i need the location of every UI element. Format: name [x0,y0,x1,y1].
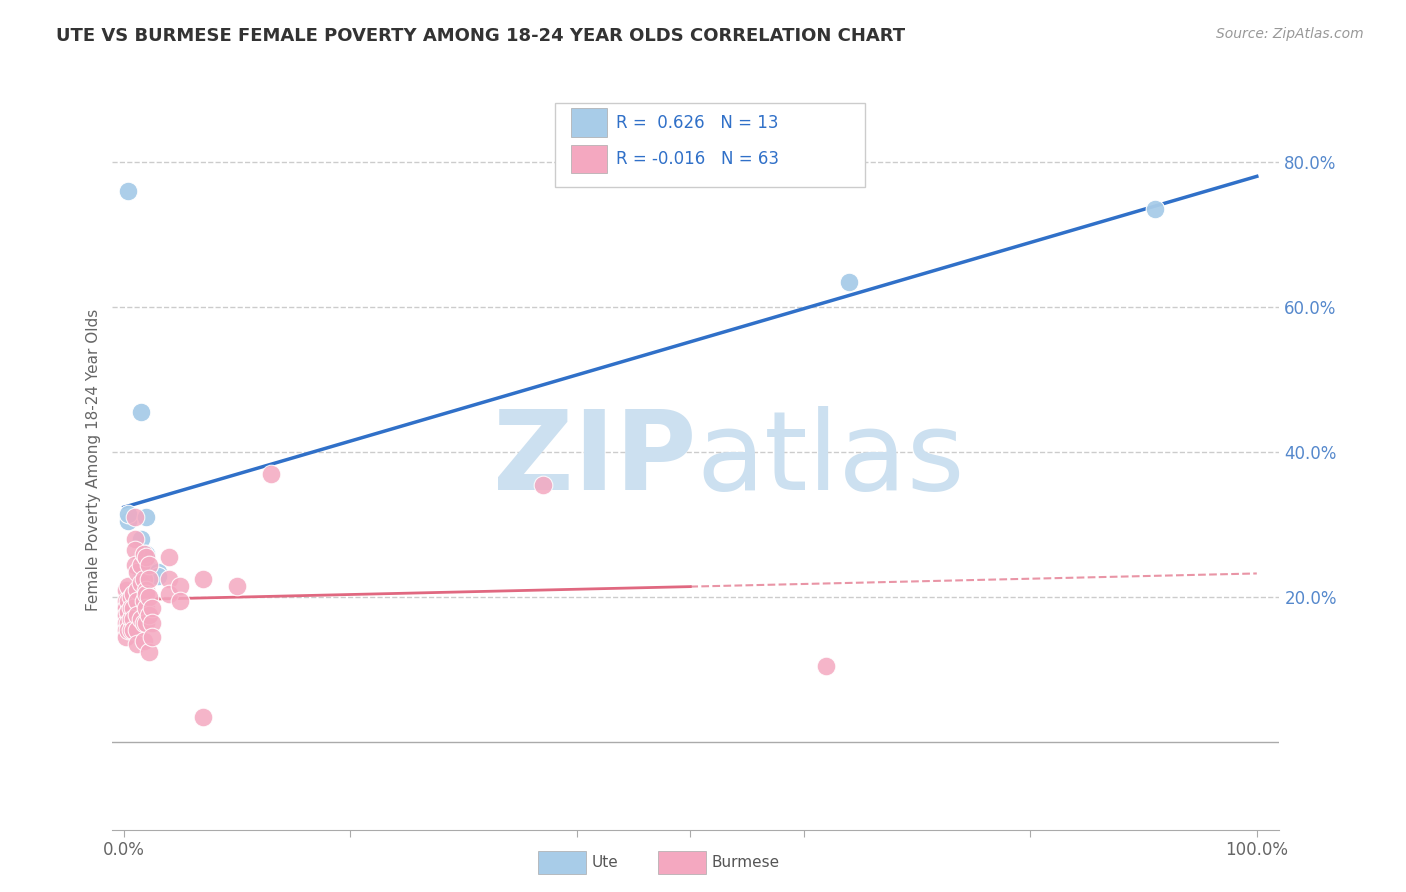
Point [117,623,139,637]
Point [115,598,138,612]
Point [124,543,146,558]
Point [146,565,169,579]
Point [127,594,149,608]
Point [117,514,139,528]
Point [134,594,156,608]
Point [146,568,169,582]
Point [191,710,214,724]
Point [226,579,249,593]
Point [127,608,149,623]
Point [115,630,138,644]
Point [838,275,860,289]
Text: atlas: atlas [696,406,965,513]
Point [120,601,142,615]
Point [157,587,180,601]
Point [127,565,149,579]
Point [135,601,157,615]
Point [124,510,146,524]
Text: R = -0.016   N = 63: R = -0.016 N = 63 [616,150,779,168]
Point [157,572,180,586]
Point [1143,202,1166,216]
Point [134,615,156,630]
Point [115,601,138,615]
Point [127,623,149,637]
Text: Burmese: Burmese [711,855,779,870]
Point [169,579,191,593]
Point [138,591,160,605]
Point [135,550,157,565]
Point [127,637,149,651]
Point [117,615,139,630]
Text: R =  0.626   N = 13: R = 0.626 N = 13 [616,113,779,132]
Point [117,579,139,593]
Point [120,612,142,626]
Text: ZIP: ZIP [492,406,696,513]
Point [117,507,139,521]
Point [815,659,838,673]
Point [129,533,152,547]
Point [129,565,152,579]
Point [141,615,163,630]
Point [135,558,157,572]
Y-axis label: Female Poverty Among 18-24 Year Olds: Female Poverty Among 18-24 Year Olds [86,309,101,610]
Point [141,601,163,615]
Point [129,405,152,419]
Text: UTE VS BURMESE FEMALE POVERTY AMONG 18-24 YEAR OLDS CORRELATION CHART: UTE VS BURMESE FEMALE POVERTY AMONG 18-2… [56,27,905,45]
Point [135,587,157,601]
Point [115,582,138,597]
Point [120,623,142,637]
Point [122,623,145,637]
Point [120,591,142,605]
Text: Ute: Ute [592,855,619,870]
Point [115,608,138,623]
Point [138,558,160,572]
Point [141,630,163,644]
Point [124,558,146,572]
Point [115,615,138,630]
Point [122,612,145,626]
Point [134,633,156,648]
Point [129,558,152,572]
Point [115,623,138,637]
Point [135,582,157,597]
Point [191,572,214,586]
Point [169,594,191,608]
Point [115,594,138,608]
Point [138,608,160,623]
Point [138,572,160,586]
Point [127,582,149,597]
Point [134,547,156,561]
Point [138,645,160,659]
Point [117,594,139,608]
Point [135,510,157,524]
Text: Source: ZipAtlas.com: Source: ZipAtlas.com [1216,27,1364,41]
Point [122,601,145,615]
Point [135,615,157,630]
Point [129,612,152,626]
Point [135,547,157,561]
Point [117,605,139,619]
Point [157,550,180,565]
Point [122,587,145,601]
Point [134,572,156,586]
Point [117,184,139,198]
Point [531,477,554,491]
Point [260,467,283,481]
Point [129,575,152,590]
Point [124,533,146,547]
